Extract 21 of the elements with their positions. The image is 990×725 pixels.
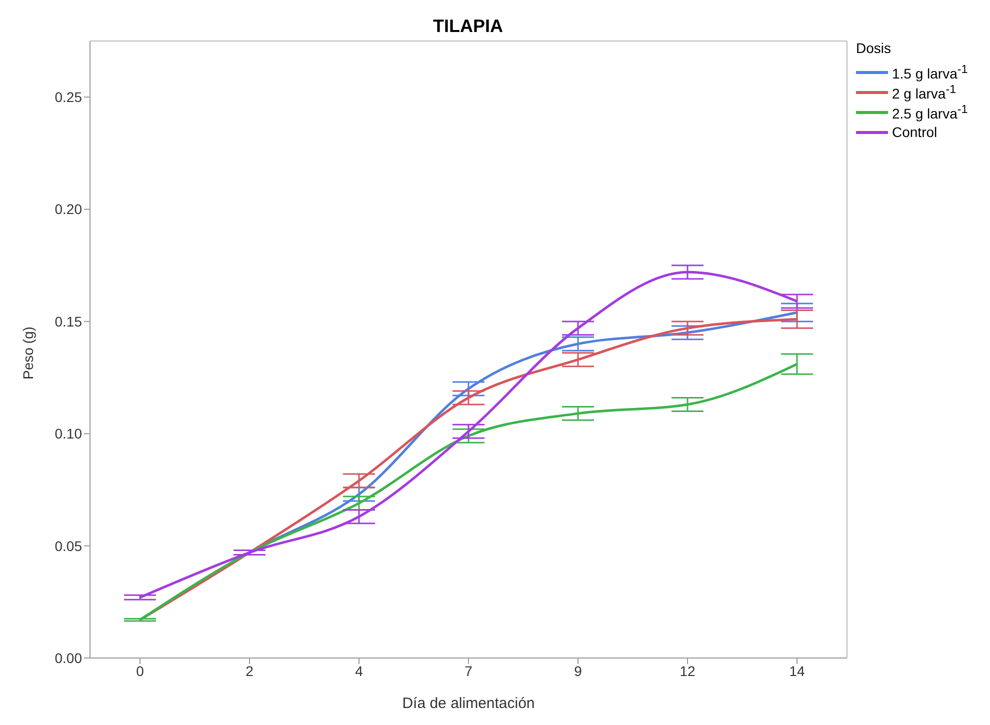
legend-title: Dosis [856,40,892,56]
legend-label: 2.5 g larva$^{-1}$ [892,102,968,122]
legend-label: Control [892,124,938,140]
x-axis-title: Día de alimentación [402,695,535,712]
y-tick-label: 0.00 [54,650,82,666]
x-tick-label: 4 [355,662,364,679]
x-tick-label: 14 [789,662,805,679]
x-tick-label: 0 [136,662,144,679]
chart-title: TILAPIA [432,16,504,37]
x-tick-label: 7 [464,662,473,679]
x-tick-label: 12 [680,662,696,679]
legend-label: 2 g larva$^{-1}$ [892,82,956,102]
x-tick-label: 9 [574,662,582,679]
y-tick-label: 0.10 [54,426,82,442]
y-axis-title: Peso (g) [20,326,36,380]
y-tick-label: 0.15 [54,313,82,330]
legend-label: 1.5 g larva$^{-1}$ [892,62,968,82]
y-tick-label: 0.25 [54,89,82,106]
y-tick-label: 0.20 [54,201,82,218]
x-tick-label: 2 [246,662,254,679]
y-tick-label: 0.05 [54,538,82,554]
